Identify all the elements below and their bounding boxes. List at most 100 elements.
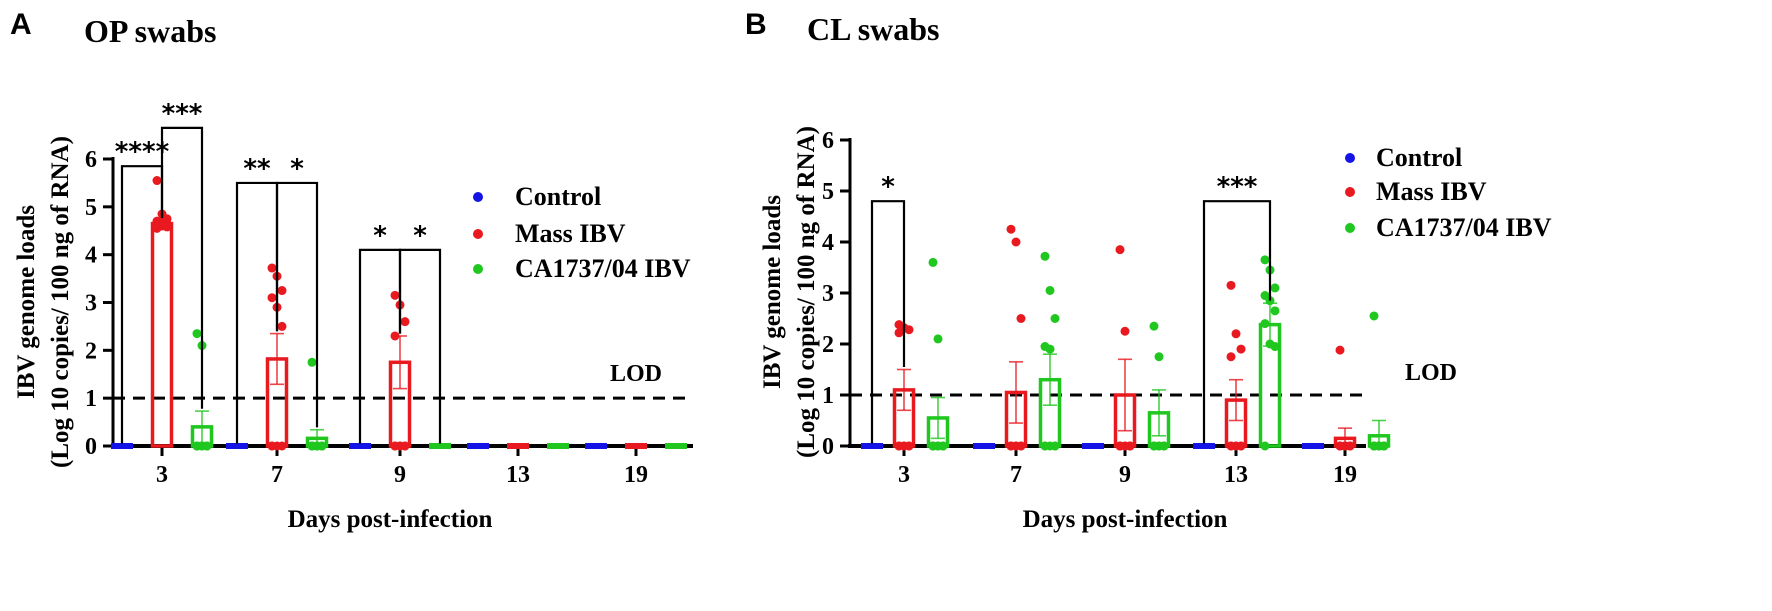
data-point-ca: [317, 441, 327, 451]
significance-bracket: [275, 181, 319, 428]
y-tick-label: 6: [85, 147, 97, 173]
y-tick-label: 3: [822, 281, 834, 307]
significance-label: ***: [162, 99, 203, 129]
y-axis-label: IBV genome loads: [759, 195, 786, 389]
data-point-mass: [894, 441, 904, 451]
data-point-mass: [267, 293, 277, 303]
y-axis-label-units: (Log 10 copies/ 100 ng of RNA): [47, 136, 74, 468]
significance-label: *: [413, 221, 427, 251]
legend-marker-ca: [473, 264, 483, 274]
significance-label: *: [290, 154, 304, 184]
y-axis-label-units: (Log 10 copies/ 100 ng of RNA): [793, 126, 820, 458]
data-point-mass: [1011, 237, 1021, 247]
x-tick-label: 7: [271, 462, 283, 488]
y-tick-label: 2: [822, 332, 834, 358]
data-point-mass: [1226, 352, 1236, 362]
data-point-mass: [1236, 441, 1246, 451]
lod-label: LOD: [610, 361, 662, 387]
data-point-mass: [400, 317, 410, 327]
data-point-ca: [1159, 441, 1169, 451]
data-point-mass: [162, 222, 172, 232]
data-point-mass: [390, 331, 400, 341]
y-tick-label: 4: [822, 230, 834, 256]
x-tick-label: 13: [506, 462, 530, 488]
data-point-mass: [277, 441, 287, 451]
data-point-ca: [1149, 441, 1159, 451]
panel-letter: A: [10, 8, 32, 41]
data-point-mass: [1115, 441, 1125, 451]
y-tick-label: 0: [85, 434, 97, 460]
panel-b: B CL swabs 0 1 2 3 4 5 6 3 7 9 13 19 IBV genome loads (…: [745, 8, 1552, 533]
data-point-mass: [267, 441, 277, 451]
legend-marker-control: [1345, 153, 1355, 163]
significance-bracket: [1202, 200, 1272, 444]
x-tick-label: 13: [1224, 462, 1248, 488]
data-point-mass: [1236, 344, 1246, 354]
data-point-ca: [307, 441, 317, 451]
x-axis-label: Days post-infection: [288, 506, 493, 533]
data-point-mass: [1335, 441, 1345, 451]
data-point-ca: [1045, 285, 1055, 295]
y-axis-label: IBV genome loads: [13, 205, 40, 399]
bar-mass: [150, 221, 174, 448]
data-point-ca: [1154, 352, 1164, 362]
data-point-mass: [152, 176, 162, 186]
y-tick-label: 2: [85, 338, 97, 364]
significance-bracket: [235, 181, 279, 444]
data-point-ca: [1050, 441, 1060, 451]
data-point-mass: [1006, 224, 1016, 234]
data-point-ca: [1369, 441, 1379, 451]
significance-bracket: [358, 248, 402, 444]
data-point-mass: [1125, 441, 1135, 451]
data-point-ca: [1040, 441, 1050, 451]
data-point-mass: [400, 441, 410, 451]
legend-label: Mass IBV: [515, 219, 626, 248]
data-point-ca: [307, 357, 317, 367]
data-point-mass: [1006, 441, 1016, 451]
legend-label: Control: [515, 182, 601, 211]
legend-label: Mass IBV: [1376, 177, 1487, 206]
data-point-mass: [1335, 345, 1345, 355]
x-tick-label: 9: [1119, 462, 1131, 488]
x-tick-label: 9: [394, 462, 406, 488]
y-tick-label: 1: [85, 386, 97, 412]
y-tick-label: 1: [822, 383, 834, 409]
data-point-ca: [928, 441, 938, 451]
legend-marker-ca: [1345, 223, 1355, 233]
data-point-mass: [277, 286, 287, 296]
data-point-mass: [1226, 280, 1236, 290]
significance-label: **: [243, 154, 271, 184]
data-point-mass: [904, 441, 914, 451]
panel-title: CL swabs: [807, 11, 940, 47]
x-axis-label: Days post-infection: [1023, 506, 1228, 533]
legend-label: CA1737/04 IBV: [515, 254, 691, 283]
data-point-ca: [1270, 306, 1280, 316]
panel-title: OP swabs: [84, 13, 216, 49]
data-point-mass: [267, 263, 277, 273]
data-point-ca: [1260, 255, 1270, 265]
panel-letter: B: [745, 8, 767, 41]
legend-marker-control: [473, 192, 483, 202]
y-tick-label: 3: [85, 291, 97, 317]
significance-label: *: [373, 221, 387, 251]
y-tick-label: 5: [822, 179, 834, 205]
data-point-mass: [904, 325, 914, 335]
data-point-mass: [1226, 441, 1236, 451]
data-point-ca: [1260, 319, 1270, 329]
panel-a: A OP swabs 0 1 2 3 4 5 6 3 7 9 13 19 IBV genome loads (…: [10, 8, 693, 533]
data-point-ca: [1379, 441, 1389, 451]
data-point-mass: [390, 441, 400, 451]
data-point-mass: [1231, 329, 1241, 339]
data-point-ca: [1045, 344, 1055, 354]
y-tick-label: 4: [85, 243, 97, 269]
data-point-mass: [1016, 314, 1026, 323]
x-tick-label: 19: [1333, 462, 1357, 488]
significance-bracket: [160, 126, 204, 409]
legend-marker-mass: [1345, 187, 1355, 197]
legend-label: CA1737/04 IBV: [1376, 213, 1552, 242]
x-tick-label: 3: [156, 462, 168, 488]
significance-bracket: [398, 248, 442, 444]
data-point-mass: [390, 290, 400, 300]
significance-label: ***: [1217, 172, 1258, 202]
data-point-mass: [1120, 326, 1130, 336]
